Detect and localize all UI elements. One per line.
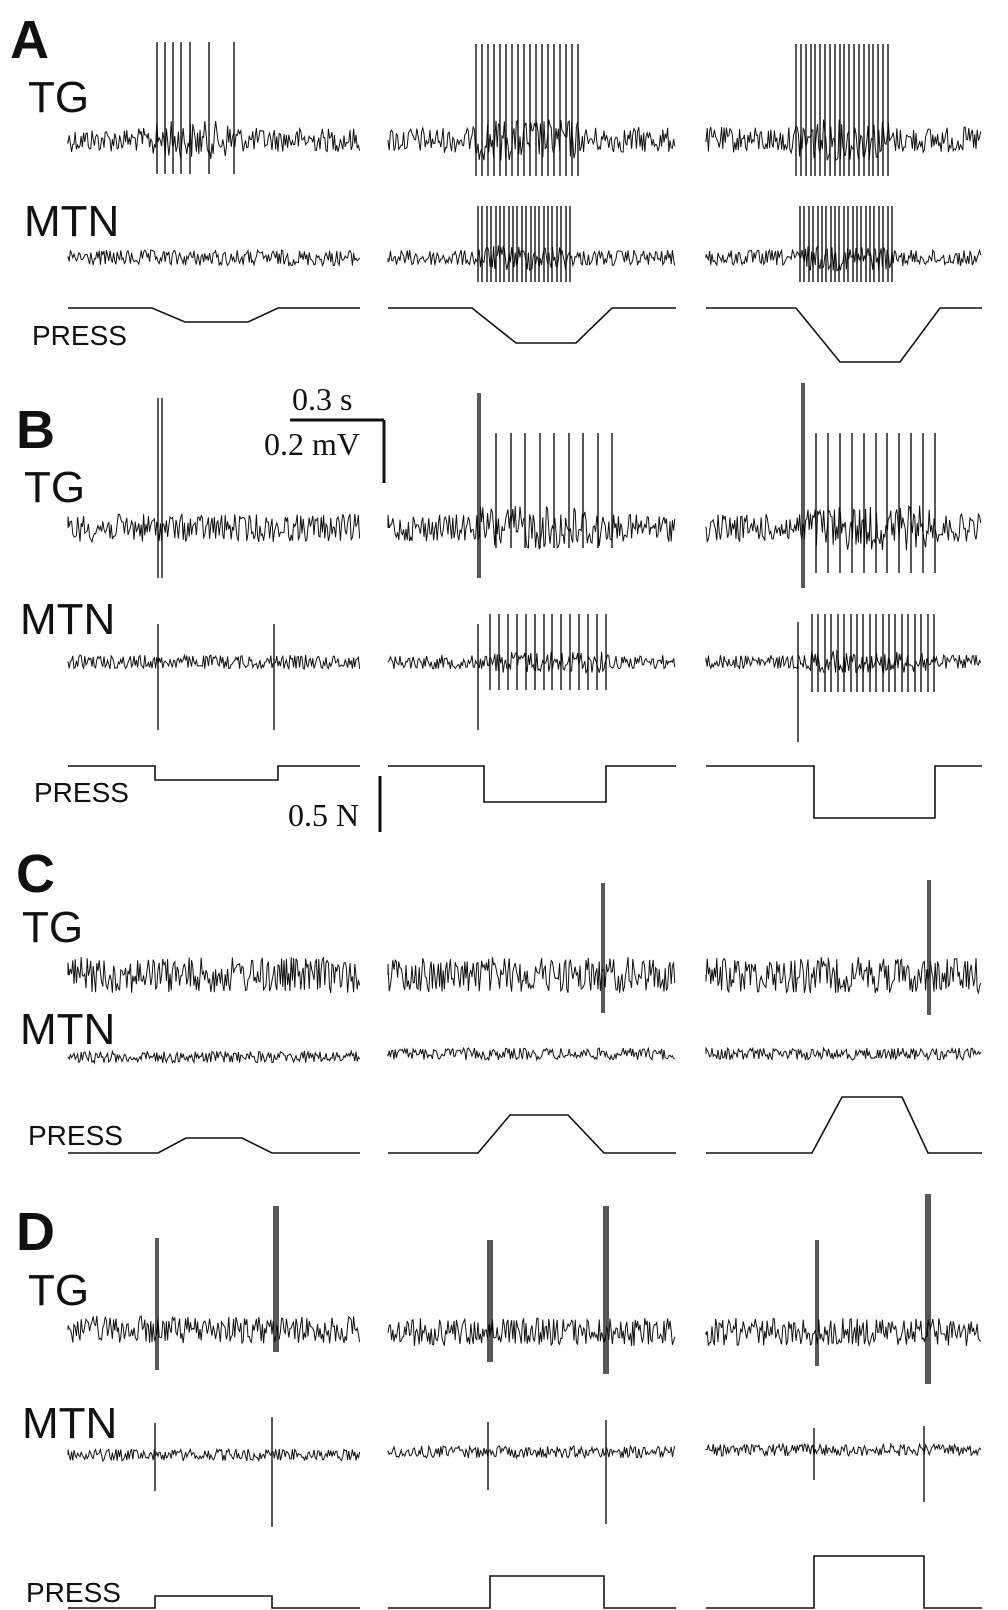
trace-b1-tg <box>67 513 361 544</box>
row-label-b-press: PRESS <box>34 777 129 808</box>
spikes-a3-mtn <box>799 206 893 282</box>
press-b2 <box>388 765 676 803</box>
press-c3 <box>706 1096 982 1154</box>
spikes-a2-tg <box>475 44 579 176</box>
trace-d1-mtn <box>67 1447 361 1463</box>
row-label-d-press: PRESS <box>26 1577 121 1608</box>
press-a1 <box>68 307 360 323</box>
spikes-c3-tg <box>927 880 931 1015</box>
trace-c1-tg <box>67 956 361 994</box>
trace-d2-tg <box>387 1317 676 1347</box>
press-b1 <box>68 765 360 781</box>
row-label-a-press: PRESS <box>32 320 127 351</box>
trace-d1-tg <box>67 1315 361 1344</box>
press-c2 <box>388 1114 676 1154</box>
scale-label-force: 0.5 N <box>288 797 359 833</box>
trace-b2-tg <box>387 506 676 550</box>
spikes-b2-tg <box>495 433 613 548</box>
trace-c1-mtn <box>67 1049 361 1065</box>
panel-label-d: D <box>16 1202 55 1262</box>
press-a3 <box>706 307 982 363</box>
spikes-b3-tg <box>815 433 936 573</box>
spikes-d3-tg-a <box>815 1240 819 1366</box>
traces <box>67 42 982 1609</box>
row-label-b-mtn: MTN <box>20 595 115 644</box>
row-label-d-tg: TG <box>28 1266 89 1315</box>
trace-d3-tg <box>705 1317 982 1347</box>
press-b3 <box>706 765 982 819</box>
spikes-a2-mtn <box>477 206 571 282</box>
spikes-b1-tg <box>157 398 163 578</box>
panel-label-b: B <box>16 400 55 460</box>
press-c1 <box>68 1137 360 1154</box>
trace-b3-mtn <box>705 649 982 674</box>
spikes-d2-tg-a <box>487 1240 493 1362</box>
trace-b2-mtn <box>387 651 676 675</box>
spikes-b1-mtn <box>157 624 275 730</box>
trace-a3-mtn <box>705 245 982 272</box>
spikes-d1-tg-b <box>273 1206 279 1352</box>
spikes-d2-tg-b <box>603 1206 609 1374</box>
press-a2 <box>388 307 676 344</box>
spikes-a3-tg <box>795 44 889 176</box>
panel-label-c: C <box>16 844 55 904</box>
row-label-a-tg: TG <box>28 73 89 122</box>
row-label-c-press: PRESS <box>28 1120 123 1151</box>
trace-c2-tg <box>387 957 676 994</box>
scale-bar-force: 0.5 N <box>288 776 382 833</box>
trace-c2-mtn <box>387 1046 676 1062</box>
spikes-b2-mtn <box>489 614 607 690</box>
scale-bar-time-voltage: 0.3 s 0.2 mV <box>264 381 386 483</box>
spikes-c2-tg <box>601 883 605 1013</box>
trace-a1-mtn <box>67 249 361 268</box>
trace-c3-tg <box>705 957 982 995</box>
press-d1 <box>68 1595 360 1609</box>
burst-b3-tg <box>801 383 805 588</box>
trace-a1-tg <box>67 120 361 160</box>
trace-b1-mtn <box>67 653 361 671</box>
scale-label-voltage: 0.2 mV <box>264 426 360 462</box>
panel-label-a: A <box>10 10 49 70</box>
trace-c3-mtn <box>705 1046 982 1062</box>
row-label-d-mtn: MTN <box>22 1399 117 1448</box>
spikes-d1-tg-a <box>155 1238 159 1370</box>
trace-b3-tg <box>705 504 982 551</box>
row-label-c-tg: TG <box>22 903 83 952</box>
burst-b2-tg <box>477 393 481 578</box>
press-d3 <box>706 1555 982 1609</box>
press-d2 <box>388 1575 676 1609</box>
row-label-b-tg: TG <box>24 463 85 512</box>
spikes-b3-mtn <box>811 614 935 692</box>
spikes-a1-tg <box>156 42 235 174</box>
spikes-d3-tg-b <box>925 1194 931 1384</box>
trace-a2-tg <box>387 119 676 161</box>
scale-label-time: 0.3 s <box>292 381 352 417</box>
trace-d2-mtn <box>387 1444 676 1460</box>
trace-d3-mtn <box>705 1442 982 1458</box>
trace-a3-tg <box>705 119 982 162</box>
row-label-a-mtn: MTN <box>24 197 119 246</box>
row-label-c-mtn: MTN <box>20 1005 115 1054</box>
